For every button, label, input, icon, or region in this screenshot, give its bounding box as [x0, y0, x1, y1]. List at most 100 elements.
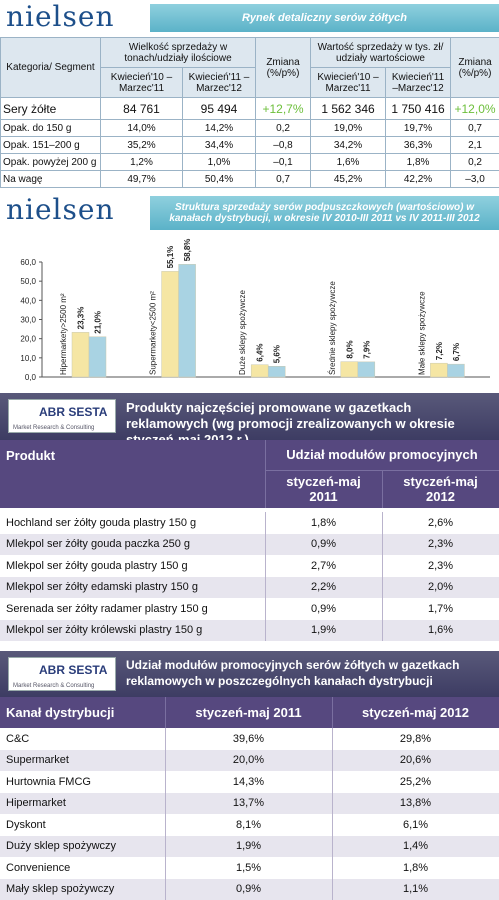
cell: 2,1 — [450, 136, 499, 154]
header-row: Produkt Udział modułów promocyjnych — [0, 440, 499, 508]
cell: Convenience — [0, 857, 166, 879]
cell: 1,1% — [332, 878, 499, 900]
bar — [88, 336, 107, 378]
channel-title: Udział modułów promocyjnych serów żółtyc… — [126, 658, 460, 688]
cell: 0,2 — [255, 119, 312, 137]
cell: 0,7 — [255, 170, 312, 188]
cell: –0,1 — [255, 153, 312, 171]
value-label: 8,0% — [345, 340, 354, 358]
cell: 1,0% — [181, 153, 257, 171]
cell: Dyskont — [0, 814, 166, 836]
data-row: Hurtownia FMCG 14,3% 25,2% — [0, 771, 499, 793]
cell: 20,6% — [332, 749, 499, 771]
data-row: Sery żółte 84 761 95 494 +12,7% 1 562 346 1 7… — [0, 97, 499, 120]
bar — [250, 364, 269, 378]
cell: 42,2% — [385, 170, 452, 188]
cell: 39,6% — [165, 728, 333, 750]
category-label: Duże sklepy spożywcze — [238, 290, 247, 375]
cell: 20,0% — [165, 749, 333, 771]
value-label: 58,8% — [183, 239, 192, 262]
header-cell: Kwiecień'10 –Marzec'11 — [310, 67, 387, 98]
cell: Serenada ser żółty radamer plastry 150 g — [0, 598, 266, 620]
title-band: ABR SESTA Market Research & Consulting U… — [0, 651, 499, 697]
cell: –0,8 — [255, 136, 312, 154]
header-cell: Kwiecień'10 –Marzec'11 — [100, 67, 183, 98]
cell: Mały sklep spożywczy — [0, 878, 166, 900]
value-label: 55,1% — [166, 246, 175, 269]
cell: 84 761 — [100, 97, 183, 120]
header-cell: Kategoria/ Segment — [0, 37, 101, 98]
cell: 19,0% — [310, 119, 387, 137]
cell: 25,2% — [332, 771, 499, 793]
data-row: Opak. powyżej 200 g 1,2% 1,0% –0,1 1,6% 1,8% 0… — [0, 153, 499, 171]
cell: 35,2% — [100, 136, 183, 154]
cell: 1,5% — [165, 857, 333, 879]
logo-sub: Market Research & Consulting — [13, 425, 95, 431]
cell: 0,9% — [165, 878, 333, 900]
cell: Mlekpol ser żółty edamski plastry 150 g — [0, 576, 266, 598]
data-row: Supermarket 20,0% 20,6% — [0, 749, 499, 771]
channel-table: Kanał dystrybucji styczeń-maj 2011 styczeń… — [0, 697, 499, 900]
y-tick-label: 30,0 — [20, 316, 36, 325]
promo-table: Produkt Udział modułów promocyjnych stycze… — [0, 440, 499, 641]
cell: Opak. do 150 g — [0, 119, 101, 137]
header-cell: Wartość sprzedaży w tys. zł/ udziały war… — [310, 37, 452, 68]
cell: 2,2% — [265, 576, 383, 598]
cell: 0,2 — [450, 153, 499, 171]
header-cell: styczeń-maj 2011 — [265, 469, 383, 508]
cell: 0,9% — [265, 598, 383, 620]
data-row: Mlekpol ser żółty królewski plastry 150 … — [0, 619, 499, 641]
cell: 34,2% — [310, 136, 387, 154]
cell: Supermarket — [0, 749, 166, 771]
header-cell: styczeń-maj 2012 — [332, 697, 499, 728]
cell: 19,7% — [385, 119, 452, 137]
cell: Hurtownia FMCG — [0, 771, 166, 793]
header-cell: styczeń-maj 2012 — [382, 469, 499, 508]
y-tick-label: 0,0 — [25, 373, 37, 382]
cell: 2,3% — [382, 533, 499, 555]
cell: 6,1% — [332, 814, 499, 836]
header-cell: Produkt — [0, 440, 266, 508]
nielsen-logo: nielsen — [6, 193, 115, 226]
bar — [340, 361, 359, 378]
cell: 14,2% — [181, 119, 257, 137]
header-cell: Kwiecień'11 –Marzec'12 — [181, 67, 257, 98]
cell: Opak. 151–200 g — [0, 136, 101, 154]
y-tick-label: 20,0 — [20, 335, 36, 344]
cell: 2,6% — [382, 512, 499, 534]
data-row: C&C 39,6% 29,8% — [0, 728, 499, 750]
y-tick-label: 50,0 — [20, 277, 36, 286]
header-cell: Wielkość sprzedaży w tonach/udziały iloś… — [99, 37, 257, 68]
cell: 1,8% — [265, 512, 383, 534]
logo-text: ABR SESTA — [39, 663, 108, 677]
data-row: Mlekpol ser żółty gouda paczka 250 g 0,9%… — [0, 533, 499, 555]
bar — [71, 332, 90, 378]
chart: 0,0 10,0 20,0 30,0 40,0 50,0 60,0 Hipermarkety>… — [20, 239, 490, 382]
header-row: Kanał dystrybucji styczeń-maj 2011 styczeń… — [0, 697, 499, 728]
cell: C&C — [0, 728, 166, 750]
cell: 29,8% — [332, 728, 499, 750]
y-tick-label: 10,0 — [20, 354, 36, 363]
cell: Hipermarket — [0, 792, 166, 814]
bar — [447, 363, 465, 378]
bar — [357, 361, 376, 378]
data-row: Mały sklep spożywczy 0,9% 1,1% — [0, 878, 499, 900]
cell: 95 494 — [181, 97, 257, 120]
logo-text: ABR SESTA — [39, 405, 108, 419]
nielsen-logo: nielsen — [6, 0, 115, 33]
logo-sub: Market Research & Consulting — [13, 683, 95, 689]
header-row: Kwiecień'10 –Marzec'11 Kwiecień'11 –Marze… — [1, 67, 499, 98]
cell: 1,7% — [382, 598, 499, 620]
value-label: 7,2% — [435, 342, 444, 360]
data-row: Serenada ser żółty radamer plastry 150 g… — [0, 598, 499, 620]
value-label: 21,0% — [94, 311, 103, 334]
cell: +12,0% — [450, 97, 499, 120]
header-cell: Udział modułów promocyjnych — [265, 440, 499, 470]
cell: 8,1% — [165, 814, 333, 836]
cell: 50,4% — [181, 170, 257, 188]
value-label: 23,3% — [77, 307, 86, 330]
cell: 36,3% — [385, 136, 452, 154]
cell: Mlekpol ser żółty gouda plastry 150 g — [0, 555, 266, 577]
